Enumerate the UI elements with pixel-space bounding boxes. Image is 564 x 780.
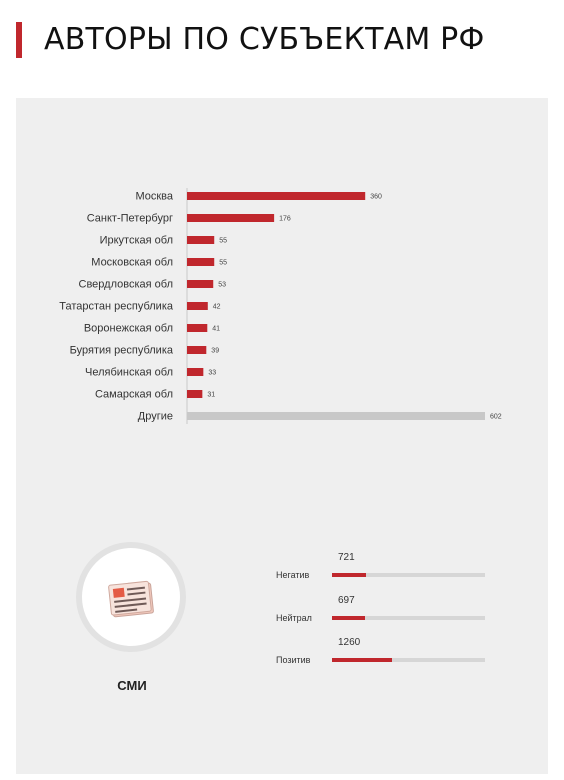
value-label: 55 bbox=[219, 260, 227, 267]
sentiment-value: 721 bbox=[338, 552, 355, 563]
value-label: 31 bbox=[207, 392, 215, 399]
bar bbox=[187, 280, 214, 288]
value-label: 360 bbox=[370, 194, 382, 201]
sentiment-track bbox=[332, 573, 485, 577]
newspaper-icon bbox=[108, 580, 154, 618]
media-circle-inner bbox=[82, 548, 180, 646]
sentiment-row: 721 Негатив bbox=[256, 552, 496, 592]
category-label: Другие bbox=[138, 411, 173, 423]
category-label: Иркутская обл bbox=[100, 235, 173, 247]
value-label: 33 bbox=[208, 370, 216, 377]
value-label: 53 bbox=[218, 282, 226, 289]
media-label: СМИ bbox=[117, 678, 147, 693]
category-label: Санкт-Петербург bbox=[87, 213, 173, 225]
bar bbox=[187, 368, 204, 376]
value-label: 55 bbox=[219, 238, 227, 245]
category-label: Татарстан республика bbox=[59, 301, 174, 313]
bar bbox=[187, 302, 208, 310]
value-label: 176 bbox=[279, 216, 291, 223]
value-label: 602 bbox=[490, 414, 502, 421]
sentiment-fill bbox=[332, 658, 393, 662]
category-label: Свердловская обл bbox=[79, 279, 173, 291]
value-label: 41 bbox=[212, 326, 220, 333]
bar bbox=[187, 236, 215, 244]
bar bbox=[187, 192, 366, 200]
sentiment-row: 1260 Позитив bbox=[256, 637, 496, 677]
category-label: Самарская обл bbox=[95, 389, 173, 401]
bar bbox=[187, 214, 275, 222]
sentiment-fill bbox=[332, 573, 367, 577]
media-circle bbox=[76, 542, 186, 652]
bar bbox=[187, 324, 208, 332]
value-label: 39 bbox=[211, 348, 219, 355]
category-label: Бурятия республика bbox=[70, 345, 174, 357]
category-label: Московская обл bbox=[91, 257, 173, 269]
sentiment-track bbox=[332, 658, 485, 662]
sentiment-name: Позитив bbox=[276, 655, 311, 665]
page-title: АВТОРЫ ПО СУБЪЕКТАМ РФ bbox=[44, 22, 485, 57]
sentiment-name: Нейтрал bbox=[276, 613, 312, 623]
bar bbox=[187, 258, 215, 266]
bar bbox=[187, 390, 203, 398]
regions-bar-chart: Москва 360 Санкт-Петербург 176 Иркутская обл… bbox=[59, 188, 502, 424]
sentiment-value: 1260 bbox=[338, 637, 361, 648]
value-label: 42 bbox=[213, 304, 221, 311]
title-accent-bar bbox=[16, 22, 22, 58]
sentiment-name: Негатив bbox=[276, 570, 310, 580]
bar bbox=[187, 412, 485, 420]
chart-panel: Москва 360 Санкт-Петербург 176 Иркутская обл… bbox=[16, 98, 548, 774]
sentiment-fill bbox=[332, 616, 366, 620]
sentiment-row: 697 Нейтрал bbox=[256, 595, 496, 635]
sentiment-value: 697 bbox=[338, 595, 355, 606]
category-label: Воронежская обл bbox=[84, 323, 173, 335]
sentiment-track bbox=[332, 616, 485, 620]
bar bbox=[187, 346, 207, 354]
category-label: Челябинская обл bbox=[85, 367, 173, 379]
category-label: Москва bbox=[135, 191, 173, 203]
